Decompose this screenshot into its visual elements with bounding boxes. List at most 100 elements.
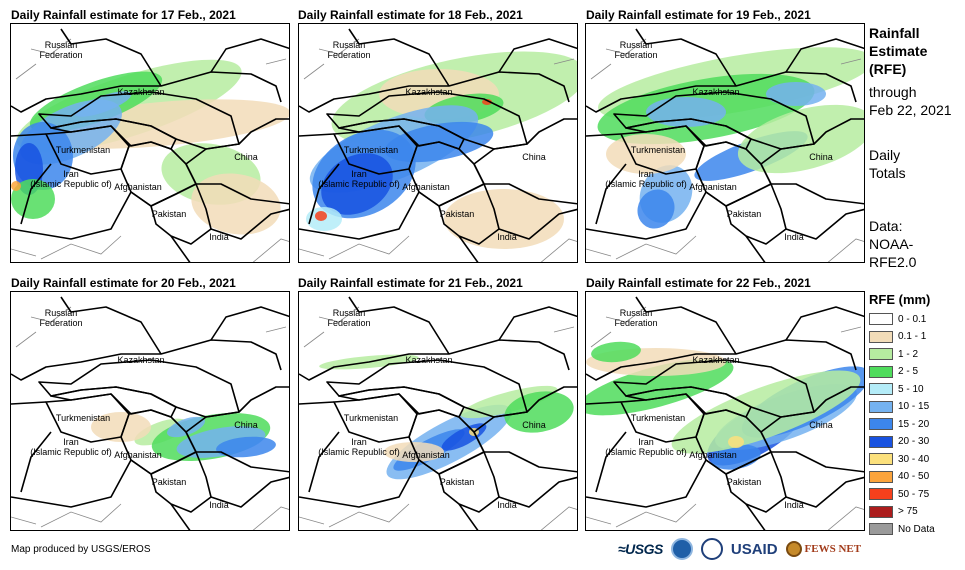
panel-title-feb19: Daily Rainfall estimate for 19 Feb., 202… (586, 8, 811, 22)
coastline (540, 506, 577, 530)
sidebar-through: through (869, 84, 917, 100)
country-label-kazakhstan: Kazakhstan (692, 87, 740, 97)
legend-label: 5 - 10 (898, 383, 924, 395)
legend-swatch (869, 505, 893, 518)
coastline (840, 58, 862, 65)
coastline (11, 516, 37, 525)
coastline (318, 38, 360, 55)
map-svg (299, 28, 577, 262)
country-label-india: India (784, 232, 804, 242)
rainfall-area (74, 91, 132, 117)
country-label-pakistan: Pakistan (726, 209, 762, 219)
legend-label: 15 - 20 (898, 418, 930, 430)
rainfall-area (728, 436, 744, 448)
country-border (60, 28, 289, 87)
country-border (170, 476, 289, 530)
legend-swatch (869, 470, 893, 483)
country-border (185, 386, 289, 473)
border-layer (586, 28, 864, 262)
country-label-russia: Russian Federation (614, 40, 658, 60)
legend-item: 5 - 10 (869, 382, 924, 396)
rainfall-layer (91, 412, 276, 462)
country-border (705, 183, 787, 245)
sidebar-data-line1: Data: (869, 218, 903, 234)
border-layer (586, 296, 864, 530)
country-border (418, 183, 500, 245)
country-label-china: China (522, 420, 546, 430)
sidebar-data-line3: RFE2.0 (869, 254, 917, 270)
country-label-kazakhstan: Kazakhstan (117, 87, 165, 97)
map-svg (299, 296, 577, 530)
map-panel-feb19: Russian Federation Kazakhstan Turkmenistan I… (585, 23, 865, 263)
legend-swatch (869, 523, 893, 535)
border-layer (299, 28, 577, 262)
rainfall-area (482, 99, 492, 105)
legend-label: 50 - 75 (898, 488, 930, 500)
country-label-afghanistan: Afghanistan (689, 450, 737, 460)
country-label-turkmenistan: Turkmenistan (55, 413, 111, 423)
coastline (15, 331, 37, 348)
country-label-russia: Russian Federation (39, 308, 83, 328)
country-label-iran: Iran (Islamic Republic of) (318, 437, 400, 457)
country-label-iran: Iran (Islamic Republic of) (30, 169, 112, 189)
legend-label: 30 - 40 (898, 453, 930, 465)
legend-title: RFE (mm) (869, 292, 931, 307)
country-label-kazakhstan: Kazakhstan (117, 355, 165, 365)
country-border (745, 208, 864, 262)
legend-item: 30 - 40 (869, 452, 929, 466)
coastline (11, 248, 37, 257)
legend-label: 40 - 50 (898, 471, 930, 482)
usaid-seal-icon (700, 538, 723, 560)
panel-title-feb20: Daily Rainfall estimate for 20 Feb., 202… (11, 276, 236, 290)
rainfall-area (384, 442, 444, 462)
rainfall-area (167, 416, 205, 438)
legend-label: 1 - 2 (898, 348, 919, 360)
coastline (252, 506, 289, 530)
map-svg (11, 296, 289, 530)
legend-swatch (869, 400, 893, 413)
coastline (328, 235, 410, 260)
legend-swatch (869, 488, 893, 500)
rainfall-area (216, 436, 276, 458)
legend-item: 1 - 2 (869, 347, 918, 361)
legend-item: 10 - 15 (869, 400, 929, 414)
country-label-china: China (234, 420, 258, 430)
panel-title-feb17: Daily Rainfall estimate for 17 Feb., 202… (11, 8, 236, 22)
panel-title-feb22: Daily Rainfall estimate for 22 Feb., 202… (586, 276, 811, 290)
country-border (473, 118, 577, 205)
rainfall-area (321, 153, 393, 215)
country-border (635, 296, 864, 355)
coastline (590, 331, 612, 348)
country-label-pakistan: Pakistan (439, 477, 475, 487)
sidebar-title-line2: Estimate (869, 43, 928, 59)
country-border (11, 401, 132, 508)
rainfall-layer (306, 51, 577, 249)
rainfall-area (637, 189, 675, 229)
coastline (303, 331, 325, 348)
country-label-afghanistan: Afghanistan (402, 182, 450, 192)
country-border (705, 451, 787, 513)
country-label-china: China (234, 152, 258, 162)
country-label-pakistan: Pakistan (151, 209, 187, 219)
country-border (299, 133, 420, 240)
country-border (170, 208, 289, 262)
country-label-india: India (784, 500, 804, 510)
coastline (40, 235, 122, 260)
rainfall-area (504, 391, 574, 433)
sidebar-totals-line1: Daily (869, 147, 901, 163)
country-border (760, 386, 864, 473)
coastline (840, 326, 862, 333)
rainfall-area (11, 179, 55, 219)
country-label-afghanistan: Afghanistan (114, 450, 162, 460)
country-border (299, 401, 420, 508)
legend-item: 50 - 75 (869, 487, 929, 501)
coastline (827, 506, 864, 530)
country-label-kazakhstan: Kazakhstan (692, 355, 740, 365)
legend-label: 2 - 5 (898, 366, 919, 377)
legend-swatch (869, 348, 893, 360)
legend-label: 10 - 15 (898, 401, 930, 412)
country-border (586, 401, 707, 508)
country-border (473, 386, 577, 473)
coastline-layer (586, 38, 864, 262)
coastline (252, 238, 289, 262)
